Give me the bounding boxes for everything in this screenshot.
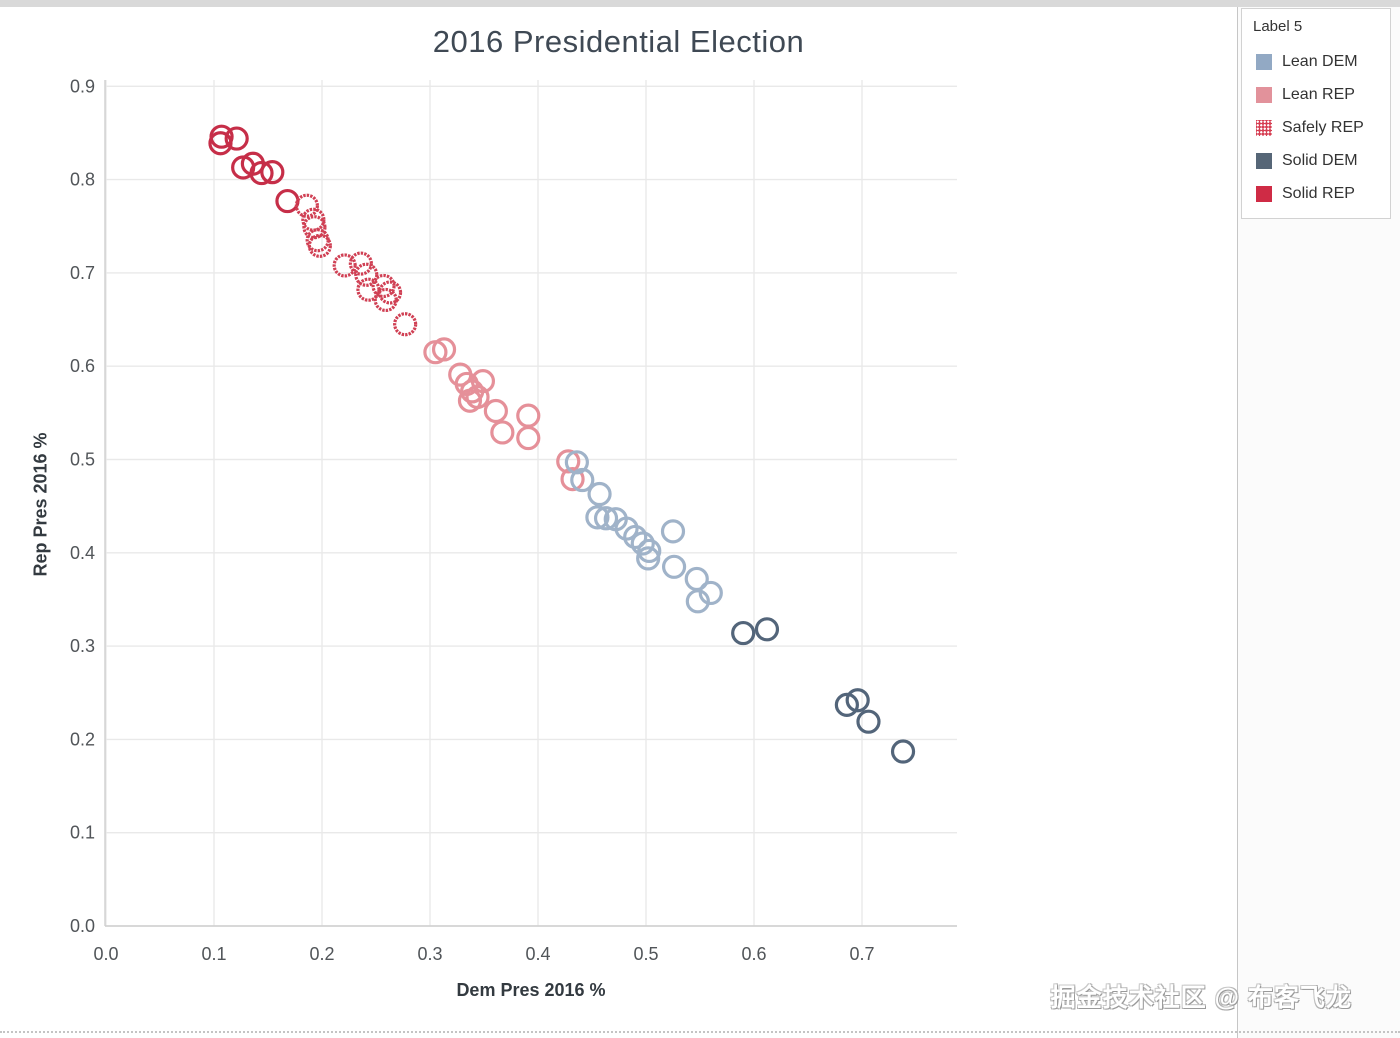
data-point-solid-dem[interactable] xyxy=(856,709,881,734)
data-point-lean-dem[interactable] xyxy=(661,554,687,579)
solid-rep-swatch-icon xyxy=(1256,185,1272,202)
data-point-solid-rep[interactable] xyxy=(275,188,300,214)
data-point-lean-dem[interactable] xyxy=(698,580,723,606)
data-point-solid-dem[interactable] xyxy=(890,739,916,764)
data-point-lean-dem[interactable] xyxy=(630,531,655,556)
data-point-lean-rep[interactable] xyxy=(431,337,457,362)
y-tick-label: 0.9 xyxy=(70,76,95,96)
site-watermark: 掘金技术社区 @ 布客飞龙 xyxy=(1050,984,1352,1012)
chart-region: 2016 Presidential Election 0.0 0.1 0.2 0.3 0… xyxy=(30,24,957,1000)
legend-item-label: Solid DEM xyxy=(1282,151,1358,169)
window-top-edge xyxy=(0,0,1400,7)
data-point-safely-rep[interactable] xyxy=(294,193,319,218)
data-point-solid-rep[interactable] xyxy=(260,160,285,185)
data-point-safely-rep[interactable] xyxy=(305,228,330,253)
legend-item-safely-rep[interactable]: Safely REP xyxy=(1242,111,1390,144)
data-point-safely-rep[interactable] xyxy=(301,207,326,232)
data-point-safely-rep[interactable] xyxy=(332,253,357,278)
data-point-lean-rep[interactable] xyxy=(560,466,585,492)
data-point-lean-dem[interactable] xyxy=(570,467,595,493)
data-point-lean-rep[interactable] xyxy=(483,398,508,424)
data-point-lean-rep[interactable] xyxy=(457,388,483,413)
legend-item-lean-dem[interactable]: Lean DEM xyxy=(1242,45,1390,78)
lean-rep-swatch-icon xyxy=(1256,86,1272,103)
legend-item-lean-rep[interactable]: Lean REP xyxy=(1242,78,1390,111)
data-point-solid-dem[interactable] xyxy=(845,688,870,713)
y-tick-label: 0.1 xyxy=(70,823,95,843)
lean-dem-swatch-icon xyxy=(1256,53,1272,70)
x-tick-label: 0.5 xyxy=(633,944,658,964)
data-point-lean-rep[interactable] xyxy=(470,369,496,394)
legend-item-label: Solid REP xyxy=(1282,184,1355,202)
x-axis-title: Dem Pres 2016 % xyxy=(456,980,606,1000)
data-point-safely-rep[interactable] xyxy=(354,262,379,287)
safely-rep-swatch-icon xyxy=(1256,119,1272,136)
solid-dem-swatch-icon xyxy=(1256,152,1272,169)
x-tick-label: 0.3 xyxy=(417,944,442,964)
x-tick-label: 0.7 xyxy=(849,944,874,964)
data-point-solid-dem[interactable] xyxy=(834,692,859,717)
x-tick-label: 0.6 xyxy=(741,944,766,964)
data-point-lean-dem[interactable] xyxy=(614,516,639,541)
data-point-lean-rep[interactable] xyxy=(516,403,541,428)
data-point-solid-dem[interactable] xyxy=(754,617,780,642)
data-point-lean-rep[interactable] xyxy=(556,449,581,474)
data-point-lean-rep[interactable] xyxy=(516,425,541,451)
data-point-lean-dem[interactable] xyxy=(685,589,710,614)
data-point-lean-dem[interactable] xyxy=(585,505,610,530)
data-point-solid-rep[interactable] xyxy=(224,126,249,151)
y-tick-label: 0.8 xyxy=(70,170,95,190)
data-point-lean-rep[interactable] xyxy=(490,420,515,445)
x-tick-label: 0.2 xyxy=(309,944,334,964)
y-axis-title: Rep Pres 2016 % xyxy=(30,432,51,577)
legend-item-solid-dem[interactable]: Solid DEM xyxy=(1242,144,1390,177)
data-point-solid-rep[interactable] xyxy=(249,160,274,186)
x-tick-label: 0.1 xyxy=(201,944,226,964)
legend-title: Label 5 xyxy=(1253,18,1303,35)
y-tick-label: 0.2 xyxy=(70,729,95,749)
legend-item-solid-rep[interactable]: Solid REP xyxy=(1242,177,1390,210)
data-point-safely-rep[interactable] xyxy=(307,233,332,258)
data-point-safely-rep[interactable] xyxy=(348,251,373,276)
x-tick-label: 0.0 xyxy=(93,944,118,964)
legend-item-label: Lean REP xyxy=(1282,85,1355,103)
scatter-plot-canvas: 0.0 0.1 0.2 0.3 0.4 0.5 0.6 0.7 0.0 0.1 0.2 0.3 0.4 0… xyxy=(70,76,957,964)
window-bottom-edge xyxy=(0,1031,1400,1033)
chart-title: 2016 Presidential Election xyxy=(432,24,805,59)
legend-item-label: Safely REP xyxy=(1282,118,1364,136)
data-point-safely-rep[interactable] xyxy=(393,312,418,337)
data-point-lean-dem[interactable] xyxy=(660,519,686,544)
y-tick-label: 0.5 xyxy=(70,450,95,470)
data-point-safely-rep[interactable] xyxy=(373,287,398,313)
data-point-safely-rep[interactable] xyxy=(377,280,403,305)
y-tick-label: 0.6 xyxy=(70,356,95,376)
data-point-solid-rep[interactable] xyxy=(208,131,233,156)
legend-item-label: Lean DEM xyxy=(1282,52,1358,70)
y-tick-label: 0.0 xyxy=(70,916,95,936)
y-tick-label: 0.4 xyxy=(70,543,95,563)
y-tick-label: 0.3 xyxy=(70,636,95,656)
data-point-lean-dem[interactable] xyxy=(587,481,612,507)
data-point-safely-rep[interactable] xyxy=(371,273,396,299)
data-point-lean-dem[interactable] xyxy=(623,524,648,550)
data-point-lean-dem[interactable] xyxy=(636,546,661,571)
x-tick-label: 0.4 xyxy=(525,944,550,964)
data-point-lean-dem[interactable] xyxy=(593,506,619,531)
legend-panel: Label 5 Lean DEM Lean REP Safely REP Sol… xyxy=(1237,0,1400,1038)
data-point-solid-dem[interactable] xyxy=(731,620,756,646)
legend-card: Label 5 Lean DEM Lean REP Safely REP Sol… xyxy=(1241,8,1391,219)
y-tick-label: 0.7 xyxy=(70,263,95,283)
